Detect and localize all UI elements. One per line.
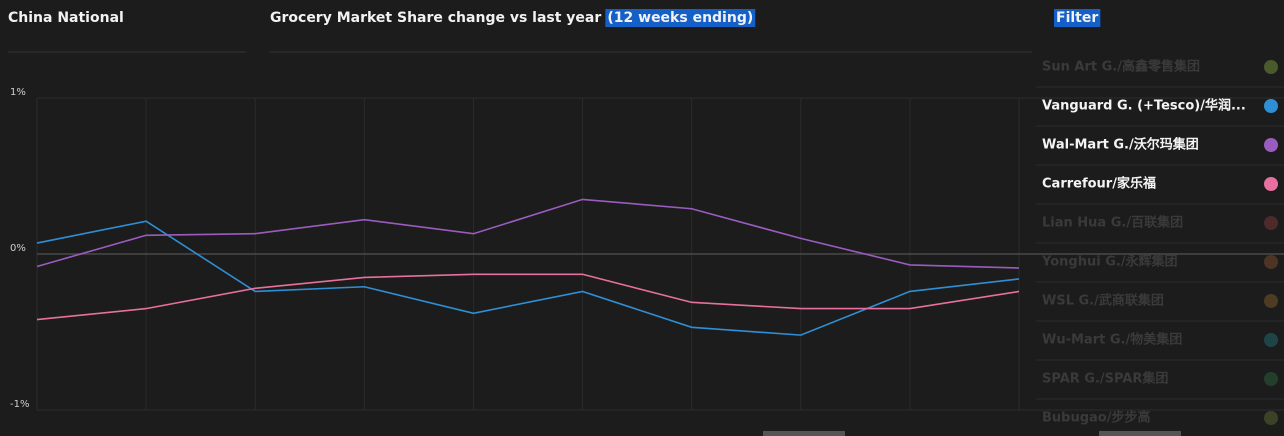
legend-label[interactable]: SPAR G./SPAR集团 <box>1042 371 1168 387</box>
y-tick-label: 0% <box>10 243 26 254</box>
legend-label[interactable]: Lian Hua G./百联集团 <box>1042 215 1183 231</box>
legend-dot[interactable] <box>1264 372 1278 386</box>
legend-dot[interactable] <box>1264 99 1278 113</box>
highlight <box>1054 9 1101 27</box>
y-tick-label: 1% <box>10 87 26 98</box>
legend-label[interactable]: Carrefour/家乐福 <box>1042 176 1156 192</box>
y-tick-label: -1% <box>10 399 29 410</box>
legend-dot[interactable] <box>1264 411 1278 425</box>
legend-dot[interactable] <box>1264 60 1278 74</box>
scrollbar[interactable] <box>1099 431 1181 436</box>
series-line <box>36 220 1020 336</box>
scrollbar[interactable] <box>763 431 845 436</box>
legend-dot[interactable] <box>1264 216 1278 230</box>
highlight <box>605 9 756 27</box>
legend-label[interactable]: Bubugao/步步高 <box>1042 410 1150 426</box>
series-line <box>36 198 1020 269</box>
legend-label[interactable]: WSL G./武商联集团 <box>1042 293 1164 309</box>
filter-title[interactable]: Filter <box>1056 10 1098 26</box>
legend-label[interactable]: Vanguard G. (+Tesco)/华润... <box>1042 98 1246 114</box>
legend-label[interactable]: Sun Art G./高鑫零售集团 <box>1042 59 1200 75</box>
legend-dot[interactable] <box>1264 294 1278 308</box>
chart-title-highlight: (12 weeks ending) <box>607 10 753 26</box>
legend-label[interactable]: Yonghui G./永辉集团 <box>1041 254 1178 270</box>
legend-label[interactable]: Wu-Mart G./物美集团 <box>1042 332 1182 348</box>
chart-title: Grocery Market Share change vs last year <box>270 10 601 26</box>
filter-list: Sun Art G./高鑫零售集团 Vanguard G. (+Tesco)/华润… <box>1036 59 1284 426</box>
legend-dot[interactable] <box>1264 333 1278 347</box>
series-line <box>36 273 1020 321</box>
region-title: China National <box>8 10 124 26</box>
legend-dot[interactable] <box>1264 177 1278 191</box>
legend-dot[interactable] <box>1264 138 1278 152</box>
legend-dot[interactable] <box>1264 255 1278 269</box>
legend-label[interactable]: Wal-Mart G./沃尔玛集团 <box>1042 137 1199 153</box>
